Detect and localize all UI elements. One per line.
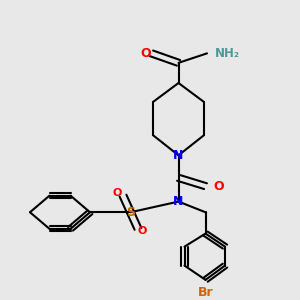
Text: S: S [126,206,135,219]
Text: Br: Br [198,286,213,299]
Text: O: O [138,226,147,236]
Text: N: N [173,149,184,162]
Text: NH₂: NH₂ [214,47,239,60]
Text: O: O [213,180,224,193]
Text: O: O [112,188,122,198]
Text: N: N [173,195,184,208]
Text: O: O [140,47,151,60]
